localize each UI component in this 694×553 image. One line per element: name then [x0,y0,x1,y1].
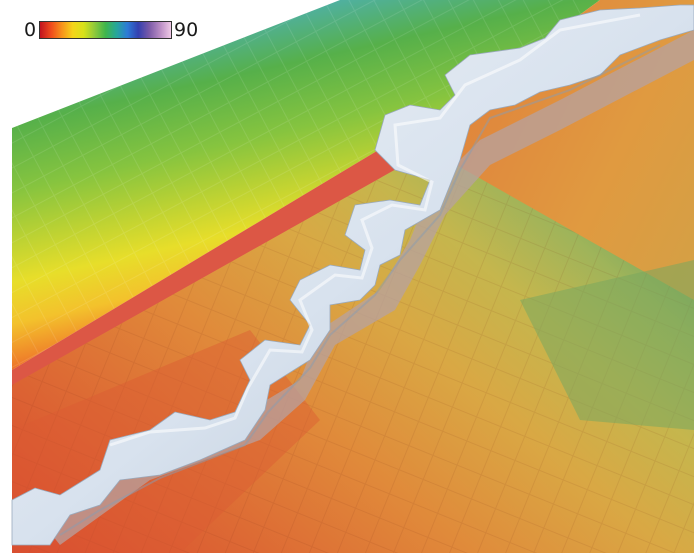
ice-ridge-highlight [109,13,641,447]
colorbar-legend: 0 90 [24,16,214,46]
ice-ridge [11,4,694,546]
colorbar-min-label: 0 [24,19,37,41]
colorbar-gradient [39,21,172,39]
upper-surface-grid [12,0,600,370]
upper-surface-red-edge [12,95,470,395]
ice-ridge-shade [59,44,661,536]
colorbar-max-label: 90 [174,19,199,41]
lower-right-green-zone [520,260,694,430]
